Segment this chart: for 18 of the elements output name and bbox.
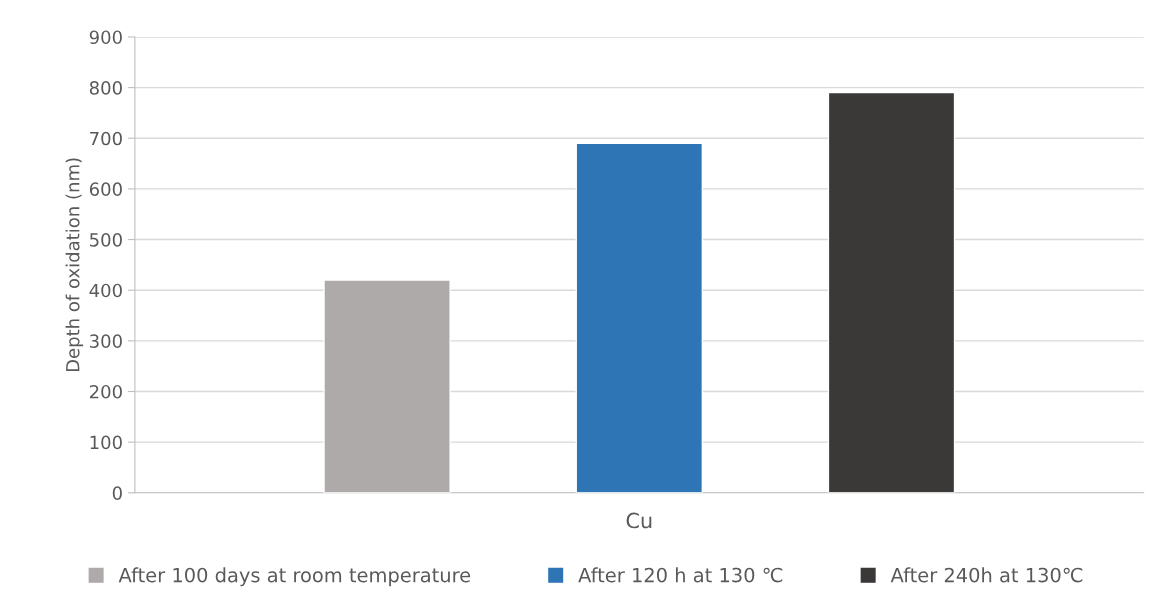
y-tick-label: 400: [89, 283, 122, 298]
y-tick-label: 500: [90, 233, 122, 247]
bar: [323, 279, 451, 493]
y-tick-label: 800: [89, 81, 122, 95]
y-tick-label: 900: [89, 30, 122, 45]
x-tick-label: Cu: [626, 512, 652, 529]
y-tick-label: 300: [90, 334, 122, 348]
y-tick-label: 200: [89, 384, 122, 399]
bar: [827, 91, 956, 493]
y-axis-title: Depth of oxidation (nm): [65, 158, 84, 372]
bar: [575, 142, 704, 493]
y-tick-label: 100: [90, 435, 122, 450]
y-tick-label: 600: [89, 182, 122, 197]
legend-label: After 100 days at room temperature: [118, 567, 471, 587]
legend-label: After 120 h at 130 ℃: [578, 567, 783, 583]
legend-label: After 240h at 130℃: [890, 567, 1083, 583]
y-tick-label: 700: [90, 131, 122, 146]
y-tick-label: 0: [112, 486, 122, 500]
